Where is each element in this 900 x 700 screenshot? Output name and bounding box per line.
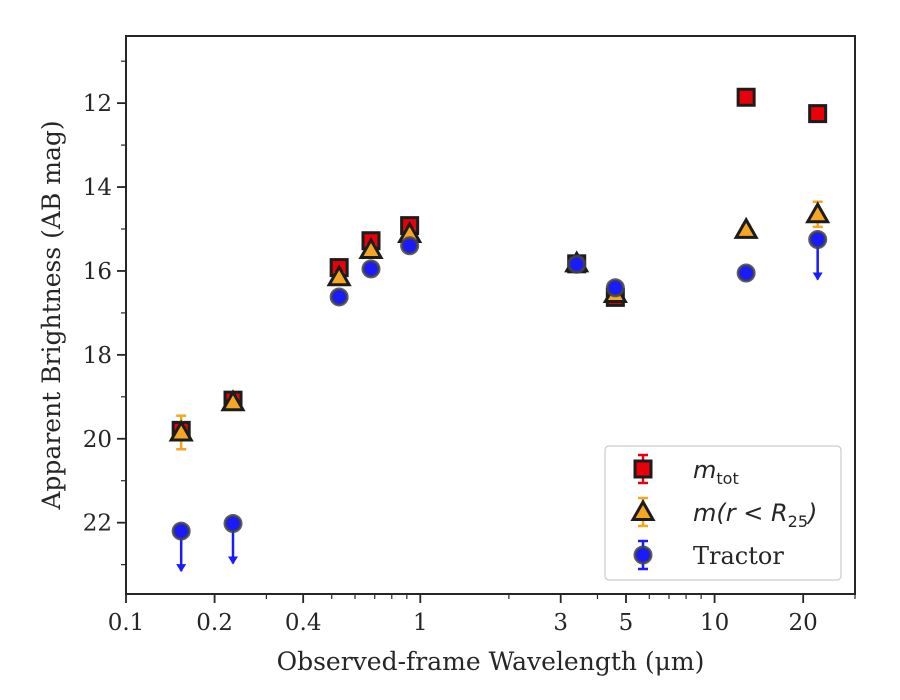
data-point xyxy=(220,389,246,412)
x-tick-label: 3 xyxy=(553,610,568,636)
x-axis-title: Observed-frame Wavelength (μm) xyxy=(277,647,705,676)
data-point xyxy=(223,514,243,534)
legend-label: m(r < R25) xyxy=(693,499,817,531)
data-point xyxy=(736,263,756,283)
data-point xyxy=(808,229,828,249)
y-tick-label: 18 xyxy=(83,343,112,369)
data-point xyxy=(358,236,384,259)
data-point xyxy=(736,87,756,107)
x-tick-label: 20 xyxy=(789,610,818,636)
data-point xyxy=(326,264,352,287)
x-tick-label: 0.4 xyxy=(285,610,322,636)
y-tick-label: 12 xyxy=(83,91,112,117)
upper-limit-arrowhead xyxy=(228,556,239,565)
legend-marker xyxy=(633,459,653,479)
data-markers xyxy=(168,87,831,573)
upper-limit-arrowhead xyxy=(176,564,187,573)
y-tick-label: 22 xyxy=(83,511,112,537)
y-axis-title: Apparent Brightness (AB mag) xyxy=(37,120,66,510)
x-tick-label: 5 xyxy=(619,610,634,636)
y-tick-label: 14 xyxy=(83,175,112,201)
data-point xyxy=(400,236,420,256)
data-point xyxy=(733,216,759,239)
data-point xyxy=(605,278,625,298)
x-tick-label: 0.1 xyxy=(108,610,145,636)
x-tick-label: 1 xyxy=(413,610,428,636)
x-tick-label: 0.2 xyxy=(196,610,233,636)
data-point xyxy=(171,521,191,541)
plot-frame xyxy=(125,35,856,595)
plot-area xyxy=(125,35,856,595)
data-point xyxy=(361,259,381,279)
y-axis: 12 14 16 18 20 22 xyxy=(83,60,126,566)
x-axis: 0.1 0.2 0.4 1 3 5 10 20 xyxy=(108,594,856,636)
y-tick-label: 20 xyxy=(83,427,112,453)
upper-limit-arrowhead xyxy=(812,272,823,281)
y-tick-label: 16 xyxy=(83,259,112,285)
data-point xyxy=(168,419,194,442)
x-tick-label: 10 xyxy=(700,610,729,636)
data-point xyxy=(808,104,828,124)
legend-marker xyxy=(633,545,653,565)
legend: mtot m(r < R25) Tractor xyxy=(604,445,842,581)
series-2 xyxy=(171,229,828,573)
legend-label: mtot xyxy=(693,456,739,488)
series-0 xyxy=(171,87,828,440)
series-1 xyxy=(168,200,831,451)
legend-label: Tractor xyxy=(693,542,784,570)
data-point xyxy=(329,287,349,307)
legend-marker xyxy=(630,498,656,521)
data-point xyxy=(805,201,831,224)
legend-box xyxy=(604,445,842,581)
data-point xyxy=(567,254,587,274)
